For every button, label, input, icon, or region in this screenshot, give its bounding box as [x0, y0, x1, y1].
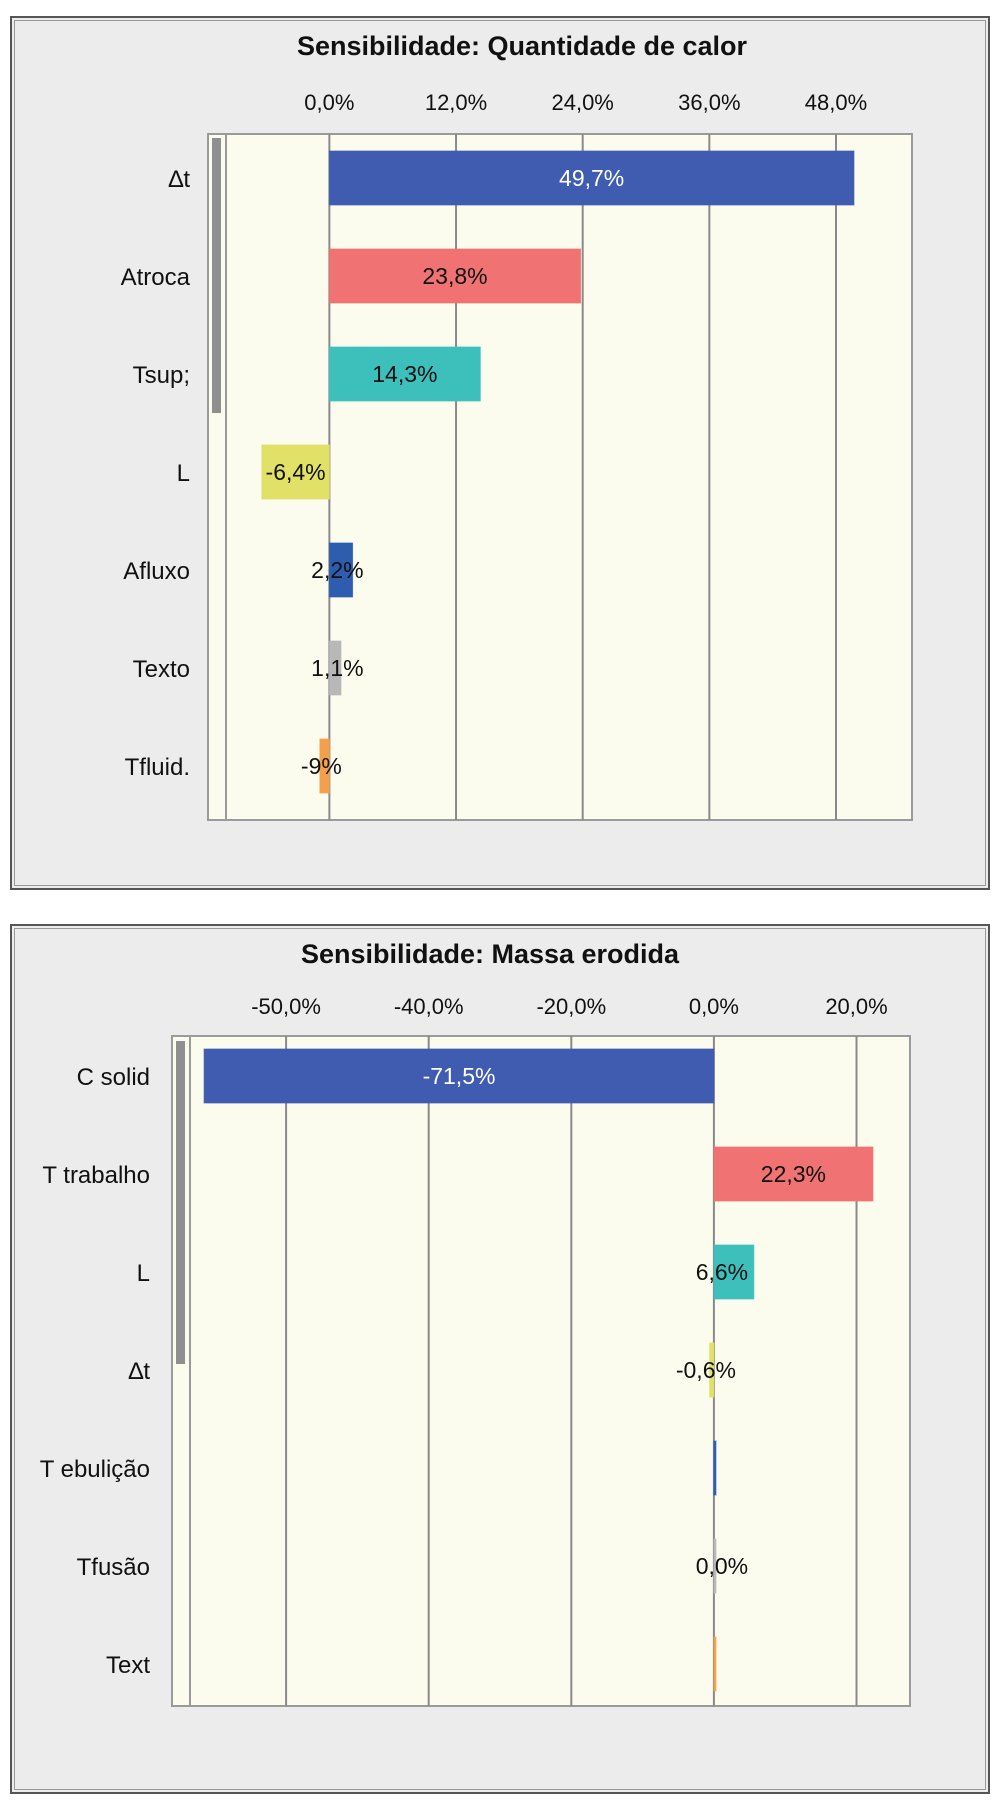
bar — [328, 346, 481, 402]
category-label: Texto — [133, 656, 190, 683]
bar-value-label: 23,8% — [422, 263, 487, 289]
category-label: ∆t — [169, 166, 191, 193]
scrollbar-thumb[interactable] — [176, 1041, 185, 1364]
x-tick-label: -20,0% — [536, 994, 606, 1019]
bar-value-label: 22,3% — [761, 1161, 826, 1187]
bar-value-label: 6,6% — [696, 1259, 748, 1285]
bar — [203, 1048, 715, 1104]
scrollbar-thumb[interactable] — [212, 138, 221, 413]
chart-title: Sensibilidade: Massa erodida — [301, 939, 680, 969]
bar — [319, 738, 330, 794]
plot-area — [171, 1035, 911, 1707]
x-tick-label: 0,0% — [689, 994, 739, 1019]
category-label: L — [177, 460, 190, 487]
bar-value-label: 49,7% — [559, 165, 624, 191]
category-label: ∆t — [129, 1358, 151, 1385]
category-label: L — [137, 1260, 150, 1287]
x-tick-label: -50,0% — [251, 994, 321, 1019]
x-tick-label: 20,0% — [825, 994, 887, 1019]
bar — [713, 1146, 874, 1202]
bar-value-label: -71,5% — [423, 1063, 496, 1089]
bar-value-label: -0,6% — [676, 1357, 736, 1383]
x-tick-label: 36,0% — [678, 90, 740, 115]
bar — [713, 1244, 755, 1300]
bar-value-label: -6,4% — [266, 459, 326, 485]
chart-title: Sensibilidade: Quantidade de calor — [297, 31, 748, 61]
category-label: T ebulição — [40, 1456, 150, 1483]
category-label: Tsup; — [133, 362, 190, 389]
bar-value-label: 1,1% — [311, 655, 363, 681]
bar — [713, 1538, 717, 1594]
chart-massa-erodida: Sensibilidade: Massa erodida -50,0% -40,0… — [40, 939, 911, 1707]
category-label: Text — [106, 1652, 150, 1679]
category-label: Tfluid. — [125, 754, 190, 781]
bar — [328, 542, 354, 598]
x-tick-label: 12,0% — [425, 90, 487, 115]
category-label: Atroca — [121, 264, 191, 291]
chart-quantidade-calor: Sensibilidade: Quantidade de calor 0,0% 1… — [121, 31, 913, 821]
bar — [713, 1636, 717, 1692]
bar — [328, 640, 342, 696]
category-label: C solid — [77, 1064, 150, 1091]
x-tick-label: 48,0% — [805, 90, 867, 115]
x-tick-label: -40,0% — [394, 994, 464, 1019]
x-tick-label: 0,0% — [304, 90, 354, 115]
bar-value-label: -9% — [301, 753, 342, 779]
bar-value-label: 14,3% — [372, 361, 437, 387]
bar — [328, 248, 582, 304]
bar — [328, 150, 855, 206]
bar — [709, 1342, 715, 1398]
bar — [713, 1440, 717, 1496]
bar-value-label: 2,2% — [311, 557, 363, 583]
chart-panel-quantidade-calor: Sensibilidade: Quantidade de calor 0,0% 1… — [10, 16, 990, 890]
category-label: Tfusão — [77, 1554, 150, 1581]
x-tick-label: 24,0% — [551, 90, 613, 115]
category-label: T trabalho — [42, 1162, 150, 1189]
category-label: Afluxo — [123, 558, 190, 585]
bar-value-label: 0,0% — [696, 1553, 748, 1579]
chart-panel-massa-erodida: Sensibilidade: Massa erodida -50,0% -40,0… — [10, 924, 990, 1794]
bar — [261, 444, 330, 500]
